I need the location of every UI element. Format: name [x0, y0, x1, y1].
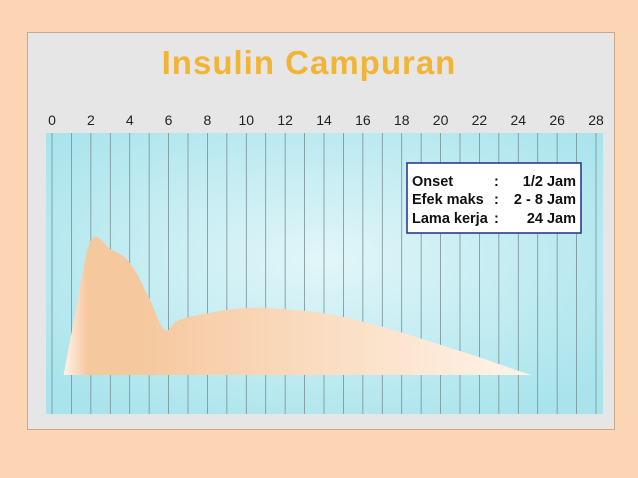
legend-onset-sep: : — [494, 174, 499, 190]
insulin-action-area — [63, 236, 532, 375]
legend-box: Onset : 1/2 Jam Efek maks : 2 - 8 Jam La… — [406, 162, 582, 234]
x-tick-label: 16 — [355, 112, 371, 128]
chart-title: Insulin Campuran — [162, 44, 457, 81]
legend-duration-value: 24 Jam — [527, 211, 576, 227]
insulin-chart: Insulin Campuran 0 2 4 6 8 10 12 14 16 18 20 22 24 26… — [46, 44, 604, 414]
x-tick-labels: 0 2 4 6 8 10 12 14 16 18 20 22 24 26 28 — [48, 112, 604, 128]
x-tick-label: 20 — [433, 112, 449, 128]
x-tick-label: 10 — [238, 112, 254, 128]
x-tick-label: 4 — [126, 112, 134, 128]
legend-duration-label: Lama kerja — [412, 211, 489, 227]
legend-peak-label: Efek maks — [412, 192, 484, 208]
x-tick-label: 14 — [316, 112, 332, 128]
x-tick-label: 22 — [472, 112, 488, 128]
legend-onset-label: Onset — [412, 174, 453, 190]
legend-border — [406, 162, 582, 234]
legend-peak-sep: : — [494, 192, 499, 208]
legend-peak-value: 2 - 8 Jam — [514, 192, 576, 208]
x-tick-label: 0 — [48, 112, 56, 128]
legend-duration-sep: : — [494, 211, 499, 227]
legend-onset-value: 1/2 Jam — [523, 174, 576, 190]
x-tick-label: 18 — [394, 112, 410, 128]
x-tick-label: 6 — [165, 112, 173, 128]
x-tick-label: 12 — [277, 112, 293, 128]
x-tick-label: 28 — [588, 112, 604, 128]
x-tick-label: 26 — [549, 112, 565, 128]
x-tick-label: 24 — [510, 112, 526, 128]
x-tick-label: 8 — [204, 112, 212, 128]
x-tick-label: 2 — [87, 112, 95, 128]
slide-frame: Insulin Campuran 0 2 4 6 8 10 12 14 16 18 20 22 24 26… — [27, 32, 615, 430]
